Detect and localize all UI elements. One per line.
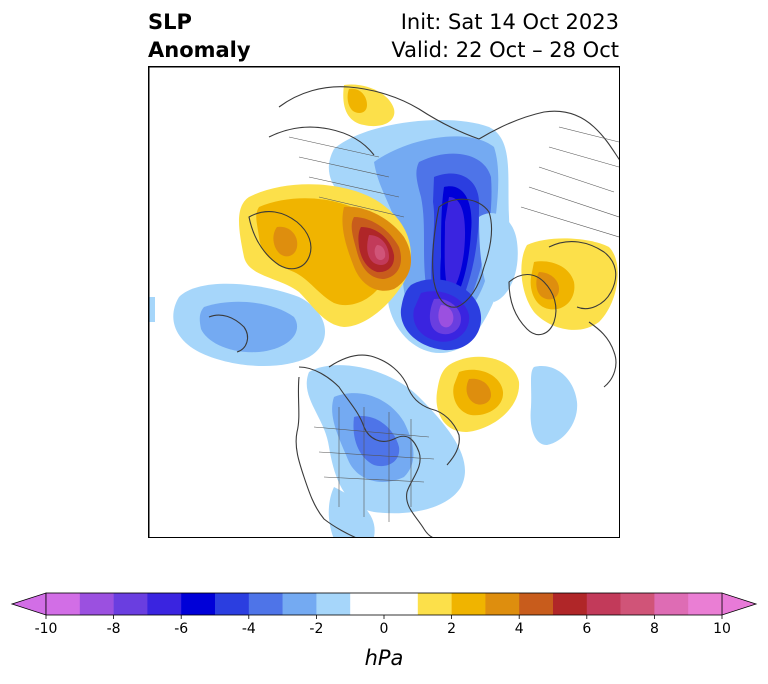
positive-anomaly-alaska-bering xyxy=(239,184,412,327)
colorbar-bin xyxy=(113,593,148,615)
colorbar-bin xyxy=(181,593,216,615)
colorbar-tick-label: -10 xyxy=(35,621,58,637)
colorbar-svg: -10 -8 -6 -4 -2 0 2 4 6 8 10 xyxy=(10,592,758,637)
colorbar-extend-max xyxy=(721,592,758,616)
slp-anomaly-map xyxy=(149,67,619,537)
colorbar-tick-label: -6 xyxy=(174,621,188,637)
colorbar-tick-label: 4 xyxy=(515,621,524,637)
colorbar-bin xyxy=(282,593,317,615)
colorbar-bin xyxy=(451,593,486,615)
colorbar-bin xyxy=(417,593,452,615)
title-line-anomaly: Anomaly xyxy=(148,38,251,62)
colorbar-bin xyxy=(553,593,588,615)
colorbar-tick-label: -4 xyxy=(242,621,256,637)
colorbar-bin xyxy=(586,593,621,615)
colorbar-bin xyxy=(688,593,723,615)
colorbar-bin xyxy=(79,593,114,615)
colorbar-bin xyxy=(248,593,283,615)
map-panel xyxy=(148,66,620,538)
colorbar-tick-label: 8 xyxy=(650,621,659,637)
colorbar-bin xyxy=(519,593,554,615)
negative-anomaly-pacific xyxy=(149,283,326,367)
negative-anomaly-arctic-ocean-east xyxy=(479,213,518,302)
colorbar-bin xyxy=(654,593,689,615)
init-date-label: Init: Sat 14 Oct 2023 xyxy=(400,10,619,34)
colorbar-bin xyxy=(620,593,655,615)
negative-anomaly-atlantic-west xyxy=(530,366,578,445)
colorbar-bin xyxy=(350,593,419,615)
political-borders xyxy=(288,126,619,522)
colorbar-tick-label: -2 xyxy=(309,621,323,637)
colorbar-bin xyxy=(147,593,182,615)
title-line-slp: SLP xyxy=(148,10,192,34)
valid-range-label: Valid: 22 Oct – 28 Oct xyxy=(391,38,619,62)
colorbar-bin xyxy=(215,593,250,615)
title-left: SLP Anomaly xyxy=(148,8,251,64)
title-right: Init: Sat 14 Oct 2023 Valid: 22 Oct – 28… xyxy=(391,8,619,64)
colorbar-bin xyxy=(316,593,351,615)
colorbar-tick-label: 10 xyxy=(713,621,731,637)
colorbar-unit-label: hPa xyxy=(364,646,404,670)
colorbar-extend-min xyxy=(10,592,47,616)
colorbar-tick-label: 2 xyxy=(447,621,456,637)
colorbar-tick-label: 0 xyxy=(380,621,389,637)
colorbar-bin xyxy=(485,593,520,615)
colorbar-tick-label: 6 xyxy=(582,621,591,637)
colorbar-bin xyxy=(46,593,81,615)
colorbar-tick-label: -8 xyxy=(107,621,121,637)
coastlines xyxy=(208,86,619,537)
colorbar: -10 -8 -6 -4 -2 0 2 4 6 8 10 xyxy=(0,588,768,678)
positive-anomaly-atlantic-midlat xyxy=(436,356,520,433)
positive-anomaly-siberia xyxy=(343,84,395,127)
